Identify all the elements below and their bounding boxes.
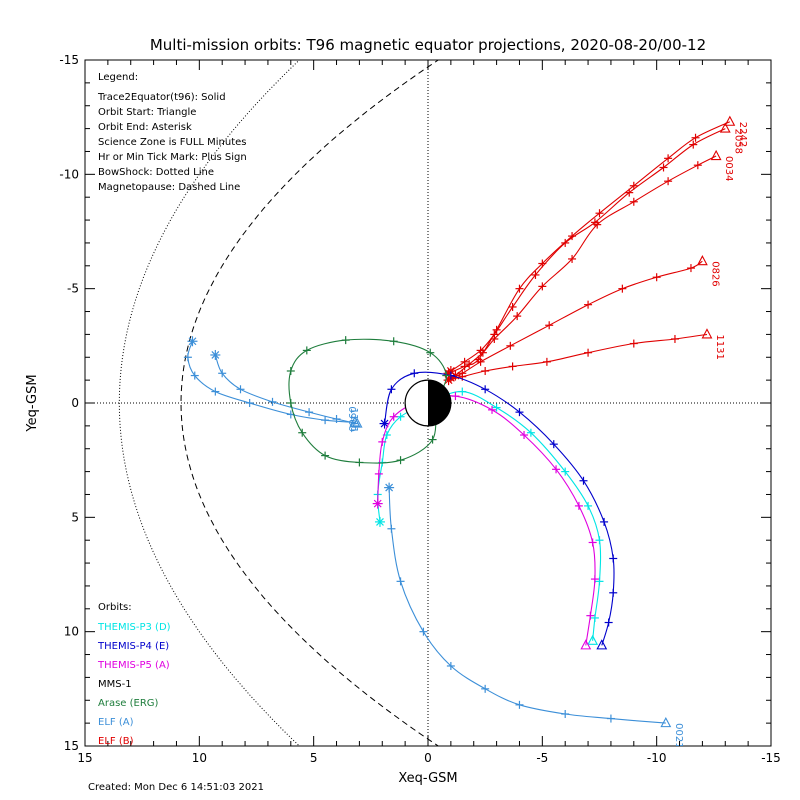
orbit-trace-line: [448, 333, 708, 381]
orbit-themis-p5-a: [372, 392, 599, 650]
orbit-start-triangle: [719, 122, 731, 133]
x-tick-label: -5: [536, 751, 548, 765]
orbit-time-label: 2058: [732, 129, 743, 154]
orbit-time-label: 1131: [714, 334, 725, 359]
orbit-trace-line: [455, 155, 717, 377]
legend-line: Trace2Equator(t96): Solid: [97, 92, 226, 103]
orbit-elf-b: 1131: [443, 328, 725, 386]
y-axis-label: Yeq-GSM: [25, 374, 40, 432]
legend-line: Hr or Min Tick Mark: Plus Sign: [98, 152, 247, 163]
orbit-trace-line: [450, 128, 726, 372]
orbit-start-triangle: [710, 149, 722, 161]
orbit-themis-p3-d: [373, 387, 604, 645]
orbit-time-label: 0960: [346, 406, 357, 431]
y-tick-label: -15: [59, 53, 79, 67]
orbit-time-label: 0021: [673, 723, 684, 748]
orbit-start-triangle: [349, 416, 361, 427]
y-tick-label: 5: [71, 510, 79, 524]
orbit-legend-entry: THEMIS-P5 (A): [97, 660, 170, 671]
orbit-trace-line: [388, 487, 666, 724]
earth-nightside: [428, 380, 451, 426]
x-tick-label: 10: [192, 751, 207, 765]
orbit-trace-line: [450, 260, 703, 379]
orbit-elf-b: 0034: [450, 149, 734, 381]
x-tick-label: 0: [424, 751, 432, 765]
x-tick-label: -15: [761, 751, 781, 765]
orbit-elf-b: 0826: [445, 255, 720, 383]
orbit-elf-b: 2242: [443, 115, 748, 379]
orbit-legend: Orbits: THEMIS-P3 (D) THEMIS-P4 (E) THEMIS-…: [97, 602, 171, 747]
orbit-elf-a: 0021: [384, 482, 684, 748]
orbit-legend-entry: ELF (B): [98, 736, 134, 747]
y-tick-label: 15: [64, 739, 79, 753]
x-axis-label: Xeq-GSM: [398, 771, 457, 786]
legend-line: Orbit End: Asterisk: [98, 122, 192, 133]
orbit-end-asterisk: [187, 336, 198, 347]
orbit-trace-line: [187, 341, 355, 423]
orbit-legend-entry: MMS-1: [98, 679, 132, 690]
orbit-trace-line: [288, 338, 447, 464]
orbit-start-triangle: [660, 716, 672, 728]
legend-line: Science Zone is FULL Minutes: [98, 137, 247, 148]
orbit-legend-entry: THEMIS-P4 (E): [97, 641, 169, 652]
orbit-trace-line: [448, 121, 731, 374]
legend: Legend: Trace2Equator(t96): Solid Orbit St…: [97, 72, 247, 193]
orbit-legend-entry: ELF (A): [98, 717, 134, 728]
orbit-time-label: 0034: [723, 156, 734, 181]
asterisk-stroke: [446, 367, 455, 375]
asterisk-stroke: [380, 419, 389, 428]
x-tick-label: 15: [77, 751, 92, 765]
orbit-start-triangle: [587, 634, 599, 645]
asterisk-stroke: [376, 517, 384, 526]
orbit-legend-entry: Arase (ERG): [98, 698, 159, 709]
created-timestamp: Created: Mon Dec 6 14:51:03 2021: [88, 782, 264, 793]
magnetopause-line: [180, 60, 440, 746]
orbit-elf-b: 2058: [445, 122, 743, 376]
legend-line: Orbit Start: Triangle: [98, 107, 196, 118]
y-tick-label: 0: [71, 396, 79, 410]
x-tick-label: 5: [310, 751, 318, 765]
bow-shock-line: [118, 60, 301, 746]
asterisk-stroke: [188, 337, 197, 346]
orbit-end-asterisk: [372, 498, 383, 509]
orbit-start-triangle: [580, 639, 592, 650]
legend-line: Magnetopause: Dashed Line: [98, 182, 240, 193]
orbit-time-label: 0826: [709, 261, 720, 286]
legend-title: Legend:: [98, 72, 138, 83]
asterisk-stroke: [385, 483, 394, 492]
y-tick-label: -5: [67, 282, 79, 296]
orbit-themis-p4-e: [379, 369, 618, 650]
orbit-start-triangle: [696, 255, 708, 266]
y-tick-label: 10: [64, 625, 79, 639]
orbit-start-triangle: [701, 328, 713, 339]
asterisk-stroke: [211, 351, 220, 359]
orbit-trace-line: [377, 391, 602, 641]
orbit-start-triangle: [596, 639, 608, 650]
orbit-time-label: 1111: [348, 408, 359, 433]
orbit-end-asterisk: [379, 418, 390, 429]
orbit-start-triangle: [351, 417, 363, 428]
orbit-start-triangle: [724, 115, 736, 126]
orbit-end-asterisk: [374, 516, 385, 527]
orbit-end-asterisk: [210, 349, 221, 360]
orbit-elf-a: 1111: [210, 349, 363, 433]
asterisk-stroke: [373, 499, 382, 508]
orbit-time-label: 2242: [737, 122, 748, 147]
chart-title: Multi-mission orbits: T96 magnetic equat…: [150, 36, 706, 54]
y-tick-label: -10: [59, 167, 79, 181]
orbit-end-asterisk: [384, 482, 395, 493]
orbit-legend-entry: THEMIS-P3 (D): [97, 622, 171, 633]
legend-line: BowShock: Dotted Line: [98, 167, 214, 178]
orbits-title: Orbits:: [98, 602, 132, 613]
orbit-elf-a: 0960: [183, 336, 361, 432]
x-tick-label: -10: [647, 751, 667, 765]
